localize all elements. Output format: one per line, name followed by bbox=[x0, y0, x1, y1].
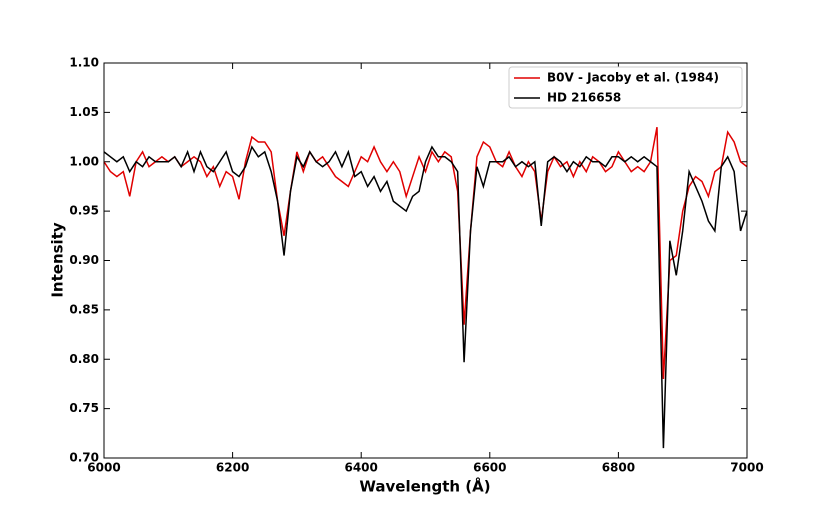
y-tick-label: 0.70 bbox=[69, 451, 99, 465]
y-tick-label: 0.75 bbox=[69, 401, 99, 415]
legend-label: B0V - Jacoby et al. (1984) bbox=[547, 71, 719, 85]
x-tick-label: 7000 bbox=[730, 461, 763, 475]
legend-box bbox=[508, 66, 743, 109]
y-tick-label: 0.85 bbox=[69, 302, 99, 316]
plot-frame bbox=[103, 62, 748, 459]
y-tick-label: 0.95 bbox=[69, 204, 99, 218]
x-tick-label: 6200 bbox=[216, 461, 249, 475]
y-tick-label: 1.05 bbox=[69, 105, 99, 119]
x-tick-label: 6800 bbox=[602, 461, 635, 475]
y-tick-label: 0.90 bbox=[69, 253, 99, 267]
y-axis-label: Intensity bbox=[49, 222, 67, 298]
series-line bbox=[103, 145, 748, 449]
y-tick-label: 1.00 bbox=[69, 154, 99, 168]
y-tick-label: 0.80 bbox=[69, 352, 99, 366]
y-tick-label: 1.10 bbox=[69, 56, 99, 70]
x-tick-label: 6600 bbox=[473, 461, 506, 475]
x-tick-label: 6000 bbox=[87, 461, 120, 475]
legend-label: HD 216658 bbox=[547, 91, 621, 105]
x-axis-label: Wavelength (Å) bbox=[359, 477, 490, 496]
x-tick-label: 6400 bbox=[344, 461, 377, 475]
